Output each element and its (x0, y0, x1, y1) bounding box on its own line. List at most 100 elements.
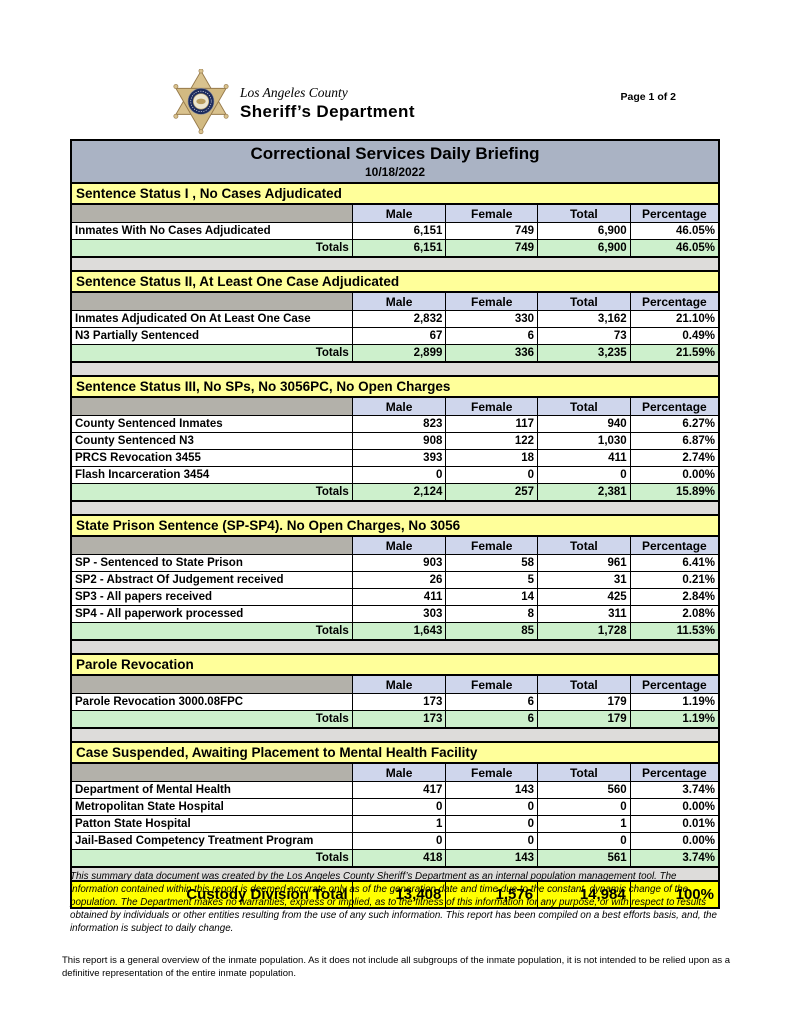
section-table: Male Female Total Percentage Parole Revo… (70, 674, 720, 729)
totals-row: Totals 6,151 749 6,900 46.05% (70, 239, 720, 258)
row-label: Jail-Based Competency Treatment Program (70, 832, 353, 850)
row-label: SP4 - All paperwork processed (70, 605, 353, 623)
corner-cell (70, 762, 353, 782)
section-title: Sentence Status III, No SPs, No 3056PC, … (70, 375, 720, 396)
row-value-total: 425 (537, 588, 631, 606)
column-header-female: Female (445, 674, 539, 694)
totals-value-female: 85 (445, 622, 539, 641)
document-header: . Los Angeles County Sheriff’s Departmen… (170, 69, 415, 135)
section-title: Sentence Status II, At Least One Case Ad… (70, 270, 720, 291)
row-value-female: 749 (445, 222, 539, 240)
report-section: State Prison Sentence (SP-SP4). No Open … (70, 514, 720, 653)
row-value-total: 6,900 (537, 222, 631, 240)
row-value-total: 940 (537, 415, 631, 433)
row-value-female: 122 (445, 432, 539, 450)
row-value-male: 411 (351, 588, 447, 606)
column-header-percentage: Percentage (629, 535, 720, 555)
corner-cell (70, 291, 353, 311)
footnote-text: This report is a general overview of the… (62, 954, 731, 979)
row-label: SP3 - All papers received (70, 588, 353, 606)
row-value-pct: 21.10% (629, 310, 720, 328)
section-table: Male Female Total Percentage SP - Senten… (70, 535, 720, 641)
report-title-bar: Correctional Services Daily Briefing 10/… (70, 139, 720, 182)
row-value-female: 58 (445, 554, 539, 572)
column-header-percentage: Percentage (629, 674, 720, 694)
row-value-male: 903 (351, 554, 447, 572)
grand-total-female: 1,576 (445, 880, 539, 909)
data-row: Parole Revocation 3000.08FPC 173 6 179 1.19% (70, 693, 720, 711)
section-title: State Prison Sentence (SP-SP4). No Open … (70, 514, 720, 535)
column-header-percentage: Percentage (629, 291, 720, 311)
totals-value-male: 173 (351, 710, 447, 729)
corner-cell (70, 203, 353, 223)
row-value-total: 961 (537, 554, 631, 572)
column-header-female: Female (445, 762, 539, 782)
data-row: PRCS Revocation 3455 393 18 411 2.74% (70, 449, 720, 467)
totals-label: Totals (70, 483, 353, 502)
row-label: Flash Incarceration 3454 (70, 466, 353, 484)
report-section: Sentence Status II, At Least One Case Ad… (70, 270, 720, 375)
row-value-pct: 0.21% (629, 571, 720, 589)
row-value-female: 0 (445, 466, 539, 484)
column-header-male: Male (351, 291, 447, 311)
totals-value-total: 6,900 (537, 239, 631, 258)
totals-value-female: 257 (445, 483, 539, 502)
totals-value-female: 336 (445, 344, 539, 363)
row-value-female: 143 (445, 781, 539, 799)
totals-label: Totals (70, 344, 353, 363)
column-header-total: Total (537, 203, 631, 223)
totals-value-female: 6 (445, 710, 539, 729)
row-value-male: 1 (351, 815, 447, 833)
section-table: Male Female Total Percentage Inmates Adj… (70, 291, 720, 363)
row-label: Inmates With No Cases Adjudicated (70, 222, 353, 240)
totals-value-pct: 3.74% (629, 849, 720, 868)
totals-row: Totals 418 143 561 3.74% (70, 849, 720, 868)
row-label: County Sentenced N3 (70, 432, 353, 450)
column-header-male: Male (351, 762, 447, 782)
data-row: Jail-Based Competency Treatment Program 0… (70, 832, 720, 850)
grand-total-male: 13,408 (351, 880, 447, 909)
row-value-pct: 6.27% (629, 415, 720, 433)
logo-text: Los Angeles County Sheriff’s Department (240, 83, 415, 122)
row-value-male: 6,151 (351, 222, 447, 240)
logo-county-name: Los Angeles County (240, 84, 348, 100)
totals-value-male: 6,151 (351, 239, 447, 258)
row-value-total: 1,030 (537, 432, 631, 450)
row-value-total: 0 (537, 466, 631, 484)
totals-value-male: 2,124 (351, 483, 447, 502)
section-title: Case Suspended, Awaiting Placement to Me… (70, 741, 720, 762)
row-value-pct: 0.00% (629, 798, 720, 816)
corner-cell (70, 535, 353, 555)
data-row: SP3 - All papers received 411 14 425 2.84% (70, 588, 720, 606)
row-value-total: 411 (537, 449, 631, 467)
data-row: SP4 - All paperwork processed 303 8 311 2.08… (70, 605, 720, 623)
row-value-pct: 46.05% (629, 222, 720, 240)
row-value-total: 31 (537, 571, 631, 589)
totals-value-pct: 11.53% (629, 622, 720, 641)
totals-value-total: 561 (537, 849, 631, 868)
report-section: Parole Revocation Male Female Total Perc… (70, 653, 720, 741)
row-value-female: 0 (445, 832, 539, 850)
row-value-pct: 0.01% (629, 815, 720, 833)
data-row: Department of Mental Health 417 143 560 3.74… (70, 781, 720, 799)
totals-value-total: 179 (537, 710, 631, 729)
report-date: 10/18/2022 (364, 165, 426, 179)
column-header-male: Male (351, 674, 447, 694)
row-value-total: 311 (537, 605, 631, 623)
column-header-total: Total (537, 535, 631, 555)
section-table: Male Female Total Percentage Inmates Wit… (70, 203, 720, 258)
data-row: Inmates Adjudicated On At Least One Case… (70, 310, 720, 328)
report-section: Case Suspended, Awaiting Placement to Me… (70, 741, 720, 880)
column-header-male: Male (351, 396, 447, 416)
report-section: Sentence Status III, No SPs, No 3056PC, … (70, 375, 720, 514)
row-value-male: 26 (351, 571, 447, 589)
data-row: Inmates With No Cases Adjudicated 6,151 74… (70, 222, 720, 240)
totals-value-pct: 1.19% (629, 710, 720, 729)
row-value-female: 0 (445, 815, 539, 833)
row-value-total: 560 (537, 781, 631, 799)
totals-row: Totals 2,899 336 3,235 21.59% (70, 344, 720, 363)
logo-department-name: Sheriff’s Department (240, 101, 415, 121)
row-value-male: 303 (351, 605, 447, 623)
section-gap (70, 502, 720, 514)
row-value-male: 417 (351, 781, 447, 799)
